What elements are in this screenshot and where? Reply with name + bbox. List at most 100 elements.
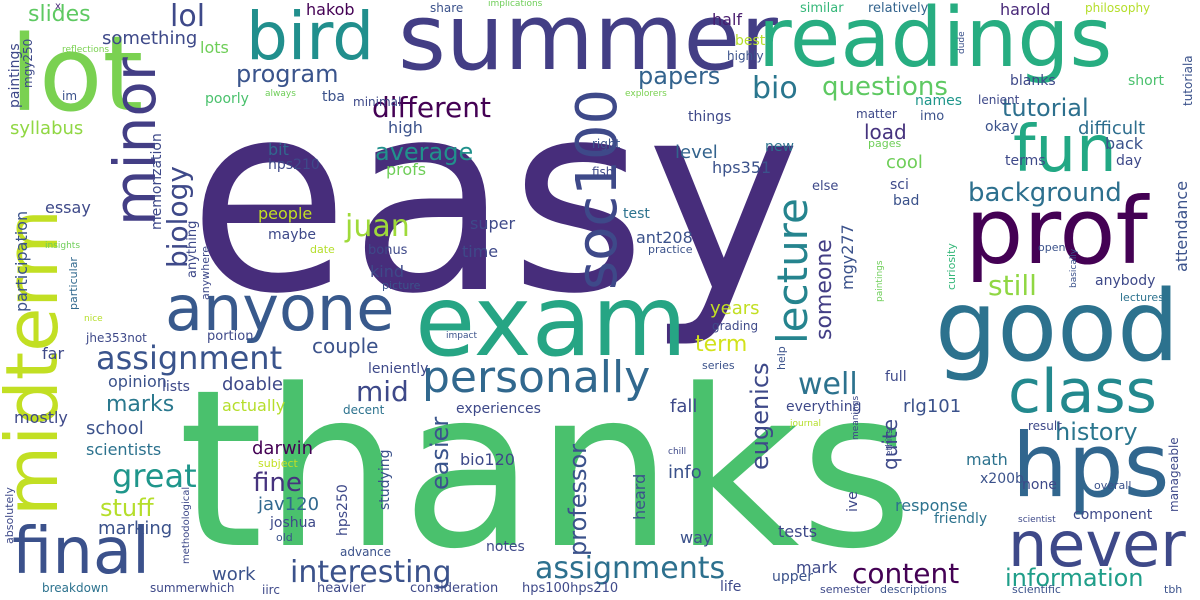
word-kind: kind [370,262,405,281]
word-heavier: heavier [317,581,366,596]
word-basically: basically [1069,248,1079,288]
word-hps351: hps351 [712,158,772,177]
word-tests: tests [778,522,818,541]
word-exam: exam [415,265,688,379]
word-info: info [668,462,702,483]
word-joshua: joshua [270,515,317,531]
word-pages: pages [868,137,902,150]
word-short: short [1128,73,1164,89]
word-doable: doable [222,374,283,395]
word-names: names [915,93,962,109]
word-anywhere: anywhere [199,245,212,300]
word-slides: slides [28,2,91,27]
word-impact: impact [446,331,477,341]
word-lists: lists [162,379,190,395]
word-response: response [895,496,968,515]
word-decent: decent [343,403,385,417]
word-jav120: jav120 [258,494,320,515]
word-journal: journal [790,419,821,429]
word-paintings-small: paintings [875,260,885,302]
word-content: content [852,557,960,590]
word-still: still [988,269,1037,302]
word-bit: bit [268,140,289,159]
word-lots: lots [200,38,229,57]
word-relatively: relatively [868,1,929,16]
word-syllabus: syllabus [10,118,84,139]
word-bad: bad [893,193,920,209]
word-right: right [592,137,621,151]
word-upper: upper [772,569,814,585]
word-x200b: x200b [980,471,1024,487]
word-jhe353not: jhe353not [86,331,147,345]
word-picture: picture [382,279,421,292]
word-scientists: scientists [86,440,162,459]
word-similar: similar [800,1,844,16]
word-implications: implications [488,0,543,9]
word-marks: marks [106,392,175,417]
word-high: high [388,118,423,137]
word-help: help [775,346,788,370]
word-participation: participation [12,210,31,312]
word-matter: matter [856,107,897,121]
word-blanks: blanks [1010,73,1056,89]
word-work: work [212,564,256,585]
word-anybody: anybody [1095,273,1156,289]
word-opinion: opinion [108,372,167,391]
word-lot: lot [10,13,144,135]
word-summerwhich: summerwhich [150,581,235,595]
word-memorization: memorization [149,133,165,230]
word-insights: insights [45,241,81,251]
word-things: things [688,109,732,125]
word-descriptions: descriptions [880,583,947,596]
word-heard: heard [630,473,649,520]
word-lol: lol [170,0,206,34]
word-x: x [55,1,61,12]
word-paintings: paintings [7,43,23,108]
word-mgy250: mgy250 [21,38,35,88]
word-school: school [86,418,144,439]
word-bio120: bio120 [460,450,515,469]
word-assignment: assignment [96,339,283,377]
word-reflections: reflections [62,45,110,55]
word-terms: terms [1005,153,1046,169]
word-old: old [276,531,293,544]
word-summer: summer [398,0,778,91]
word-share: share [430,1,464,15]
word-history: history [1055,418,1138,446]
word-darwin: darwin [252,438,313,459]
word-back: back [1105,134,1144,153]
word-overall: overall [1094,479,1132,492]
word-particular: particular [67,257,80,310]
word-difficult: difficult [1078,118,1146,139]
word-hakob: hakob [306,0,355,19]
word-fall: fall [670,396,698,417]
word-meanings: meanings [851,395,861,440]
word-average: average [375,138,474,166]
word-lectures: lectures [1120,291,1164,304]
word-result: result [1028,419,1062,433]
word-curiosity: curiosity [945,243,958,290]
word-lenient: lenient [978,93,1020,107]
word-scientific: scientific [1012,583,1061,596]
word-grading: grading [712,319,759,333]
word-level: level [675,142,718,163]
word-professor: professor [564,443,592,556]
word-leniently: leniently [368,361,429,377]
word-easier: easier [426,416,454,490]
word-life: life [720,579,742,595]
word-always: always [265,89,296,99]
word-juan: juan [345,209,410,244]
word-ant208: ant208 [636,228,693,247]
word-class: class [1008,357,1157,427]
word-iirc: iirc [262,583,280,597]
word-never: never [1008,508,1186,581]
word-papers: papers [638,62,721,90]
word-hps210: hps210 [268,157,320,173]
word-someone: someone [812,239,837,340]
word-mgy277: mgy277 [838,224,857,290]
word-mark: mark [796,558,838,577]
word-everything: everything [786,399,862,415]
word-ive: ive [845,491,861,512]
word-best: best [735,33,766,49]
word-breakdown: breakdown [42,581,109,595]
